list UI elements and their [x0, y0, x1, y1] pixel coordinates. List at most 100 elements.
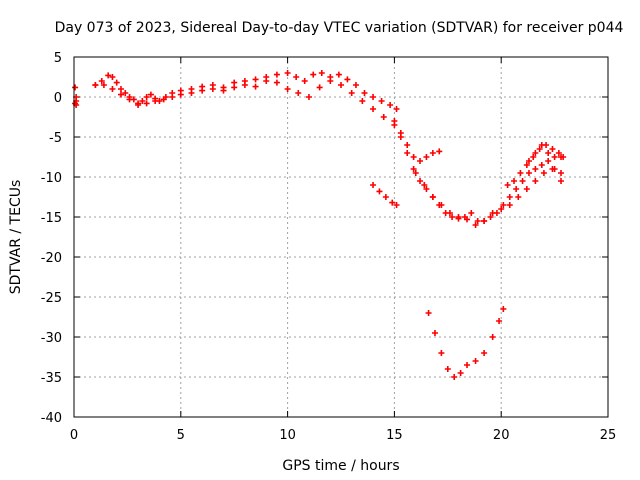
data-point — [446, 210, 453, 216]
data-point — [511, 178, 518, 184]
data-point — [412, 170, 419, 176]
data-point — [252, 83, 259, 90]
data-point — [252, 76, 259, 83]
data-point — [98, 78, 105, 84]
data-series — [525, 142, 565, 184]
y-tick-label: -5 — [49, 131, 62, 146]
y-tick-label: -15 — [41, 211, 62, 226]
data-point — [538, 162, 545, 168]
data-point — [429, 194, 436, 200]
data-point — [472, 222, 479, 228]
data-point — [100, 82, 107, 88]
data-point — [72, 100, 79, 107]
data-point — [560, 154, 567, 160]
data-point — [359, 98, 366, 104]
data-point — [117, 86, 124, 92]
y-tick-label: -30 — [41, 331, 62, 346]
data-point — [506, 202, 513, 208]
data-point — [436, 148, 443, 155]
data-point — [519, 178, 526, 184]
data-point — [545, 158, 552, 164]
data-point — [143, 94, 150, 100]
data-point — [423, 154, 430, 160]
data-series — [397, 130, 443, 164]
data-point — [489, 210, 496, 216]
data-point — [545, 150, 552, 156]
data-point — [438, 202, 445, 208]
data-point — [438, 350, 445, 356]
x-tick-label: 10 — [279, 428, 296, 443]
chart-title: Day 073 of 2023, Sidereal Day-to-day VTE… — [55, 20, 624, 36]
data-point — [532, 166, 539, 172]
data-point — [352, 82, 359, 88]
data-point — [263, 78, 270, 84]
data-point — [338, 82, 344, 88]
data-point — [209, 86, 216, 92]
data-point — [348, 90, 355, 96]
plot-frame — [73, 56, 609, 418]
data-point — [474, 218, 481, 224]
data-point — [72, 84, 79, 91]
data-series — [412, 166, 565, 228]
data-point — [558, 170, 565, 176]
data-point — [318, 70, 325, 76]
data-series — [72, 84, 80, 108]
data-point — [506, 194, 513, 200]
data-point — [335, 71, 342, 78]
data-point — [273, 71, 280, 78]
data-series — [92, 78, 398, 128]
data-point — [423, 186, 430, 192]
data-point — [468, 210, 475, 216]
data-point — [376, 188, 383, 195]
data-point — [284, 70, 291, 76]
x-tick-label: 25 — [600, 428, 617, 443]
x-tick-label: 20 — [493, 428, 510, 443]
data-point — [220, 87, 227, 94]
data-point — [231, 84, 238, 91]
data-series — [504, 142, 567, 188]
data-point — [451, 374, 458, 380]
data-point — [284, 86, 291, 92]
data-point — [464, 362, 471, 368]
data-point — [500, 202, 507, 208]
data-point — [410, 166, 417, 172]
data-point — [464, 216, 471, 223]
data-point — [370, 106, 377, 112]
data-point — [152, 98, 159, 104]
data-point — [523, 186, 530, 192]
x-tick-label: 15 — [386, 428, 403, 443]
data-point — [517, 170, 524, 176]
data-point — [370, 94, 377, 100]
data-point — [273, 79, 280, 86]
data-point — [391, 118, 398, 124]
data-point — [487, 214, 494, 220]
x-tick-label: 5 — [177, 428, 185, 443]
data-series — [391, 118, 565, 224]
data-point — [421, 182, 428, 188]
y-tick-label: 0 — [54, 91, 62, 106]
data-point — [455, 214, 462, 220]
data-point — [378, 98, 385, 104]
data-point — [301, 78, 308, 84]
data-point — [555, 150, 562, 156]
data-point — [404, 150, 411, 156]
data-point — [540, 170, 547, 176]
data-point — [344, 76, 351, 83]
data-point — [327, 78, 334, 84]
data-point — [496, 318, 503, 324]
data-point — [457, 370, 464, 376]
data-point — [361, 90, 368, 96]
data-point — [515, 194, 522, 200]
data-point — [525, 158, 532, 164]
data-point — [536, 146, 543, 152]
data-point — [117, 91, 124, 98]
data-point — [558, 178, 565, 184]
data-point — [425, 310, 432, 316]
data-point — [429, 150, 436, 156]
data-series — [425, 306, 507, 380]
data-point — [449, 214, 456, 220]
data-point — [143, 100, 150, 107]
data-points — [72, 70, 567, 380]
data-point — [370, 182, 377, 188]
